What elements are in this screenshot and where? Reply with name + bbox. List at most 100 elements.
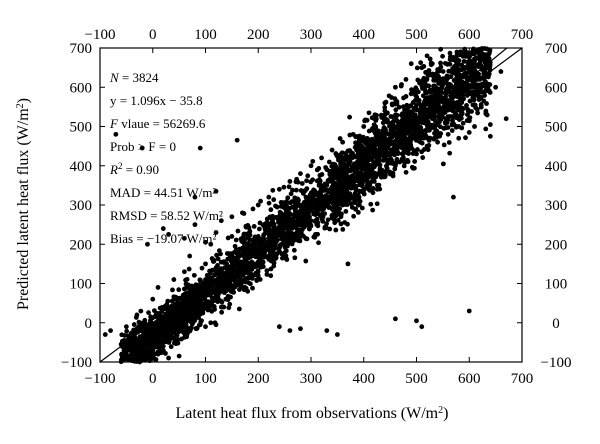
data-point [236,306,242,312]
data-point [271,197,277,203]
data-point [401,163,407,169]
data-point [470,50,475,56]
data-point [446,68,452,74]
data-point [209,308,215,314]
data-point [464,103,469,108]
data-point [281,184,287,190]
data-point [423,97,429,102]
data-point [187,253,193,259]
y-tick-label-left: 100 [70,277,93,293]
data-point [268,249,273,254]
data-point [298,171,303,177]
data-point [305,173,311,179]
data-point [433,89,439,95]
data-point [498,69,504,74]
data-point [371,122,377,128]
data-point [493,84,499,90]
y-tick-label-right: 300 [545,198,568,214]
data-point [126,333,131,339]
data-point [392,166,398,172]
data-point [404,102,410,108]
y-tick-label-right: 100 [545,277,568,293]
data-point [401,95,406,101]
data-point [138,308,144,314]
stat-n-value: = 3824 [119,70,159,85]
data-point [120,354,125,360]
data-point [261,223,267,229]
data-point [246,225,252,231]
stat-f-symbol: F [109,116,119,131]
data-point [417,129,423,134]
data-point [389,129,394,135]
data-point [371,150,377,155]
data-point [228,277,234,283]
data-point [212,320,218,326]
x-tick-label-top: −100 [85,27,116,43]
data-point [472,102,478,108]
data-point [363,166,368,172]
data-point [179,336,184,342]
data-point [422,107,427,113]
data-point [298,326,303,332]
data-point [153,357,159,362]
data-point [184,298,190,304]
data-point [370,190,376,196]
data-point [251,223,257,229]
y-tick-label-right: 0 [552,316,560,332]
data-point [353,184,359,189]
data-point [419,324,425,330]
data-point [333,227,339,233]
data-point [317,206,323,211]
data-point [203,239,208,245]
data-point [352,190,358,196]
data-point [352,206,358,212]
data-point [285,195,291,201]
y-tick-label-left: 300 [70,198,93,214]
data-point [268,266,274,272]
data-point [324,328,330,333]
data-point [345,221,350,227]
data-point [409,145,415,151]
data-point [434,122,439,128]
data-point [284,203,290,209]
data-point [162,316,167,322]
data-point [271,215,276,221]
data-point [213,188,219,194]
data-point [408,61,414,67]
data-point [271,224,277,229]
data-point [356,146,362,152]
data-point [216,248,222,254]
data-point [420,155,426,160]
data-point [255,268,261,274]
data-point [268,273,274,279]
data-point [444,61,450,67]
data-point [182,235,187,241]
data-point [386,93,392,99]
data-point [144,329,150,335]
data-point [213,293,219,299]
data-point [235,250,241,256]
data-point [405,157,410,163]
data-point [325,178,331,183]
data-point [338,156,344,162]
data-point [383,172,388,178]
data-point [317,172,323,178]
data-point [241,239,247,245]
data-point [385,150,391,156]
data-point [441,142,447,148]
data-point [266,194,272,200]
data-point [214,252,219,258]
data-point [170,287,175,293]
data-point [423,81,428,87]
data-point [403,169,409,175]
data-point [465,108,471,114]
data-point [415,89,421,95]
data-point [233,281,239,287]
data-point [178,319,184,324]
data-point [326,205,332,210]
data-point [351,213,357,219]
data-point [273,203,278,209]
data-point [225,297,231,303]
data-point [394,156,400,162]
